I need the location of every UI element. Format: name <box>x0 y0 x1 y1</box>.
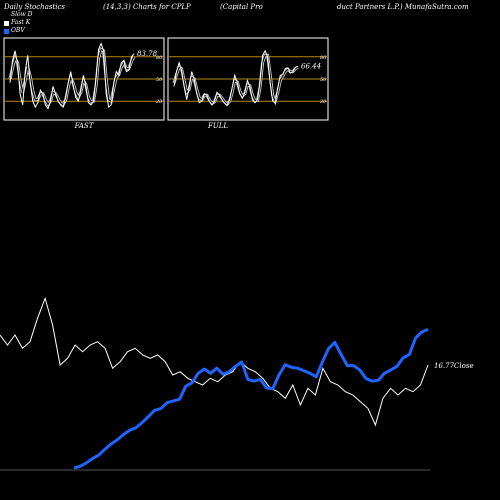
legend-swatch-slow-d <box>4 12 9 18</box>
fast-fast-k-line <box>9 42 135 110</box>
legend-item-slow-d: Slow D <box>4 11 33 19</box>
fast-last-value-label: 83.78 <box>137 50 158 58</box>
full-ytick-label: 80 <box>320 55 327 61</box>
close-price-line <box>0 296 429 427</box>
fast-tick-labels: 80 50 20 <box>155 55 163 105</box>
full-ytick-label: 20 <box>319 99 327 105</box>
legend-item-fast-k: Fast K <box>4 19 33 27</box>
header-left-text: Daily Stochastics <box>4 3 66 11</box>
full-last-value-label: 66.44 <box>301 62 321 70</box>
full-panel-title: FULL <box>207 122 228 130</box>
header-company-text-a: (Capital Pro <box>220 3 263 11</box>
close-last-value-label: 16.77Close <box>434 362 474 370</box>
full-tick-labels: 80 50 20 <box>319 55 327 105</box>
legend-label-fast-k: Fast K <box>11 19 31 26</box>
fast-ytick-label: 50 <box>156 77 163 83</box>
legend-swatch-obv <box>4 28 9 34</box>
header-params-text: (14,3,3) Charts for CPLP <box>103 3 191 11</box>
full-stochastic-panel: 80 50 20 66.44 FULL <box>167 37 329 130</box>
legend-label-slow-d: Slow D <box>11 11 33 18</box>
fast-ytick-label: 20 <box>155 99 163 105</box>
legend-label-obv: OBV <box>11 27 25 34</box>
legend-item-obv: OBV <box>4 27 33 35</box>
fast-panel-title: FAST <box>74 122 95 130</box>
full-ytick-label: 50 <box>320 77 327 83</box>
header-company-text-b: duct Partners L.P.) MunafaSutra.com <box>337 3 469 11</box>
obv-line <box>73 328 429 470</box>
fast-ytick-label: 80 <box>156 55 163 61</box>
legend-swatch-fast-k <box>4 20 9 26</box>
full-fast-k-line <box>173 49 299 106</box>
price-obv-panel: 16.77Close <box>0 296 474 471</box>
fast-stochastic-panel: 80 50 20 83.78 FAST <box>3 37 165 130</box>
chart-legend: Slow D Fast K OBV <box>4 11 33 35</box>
